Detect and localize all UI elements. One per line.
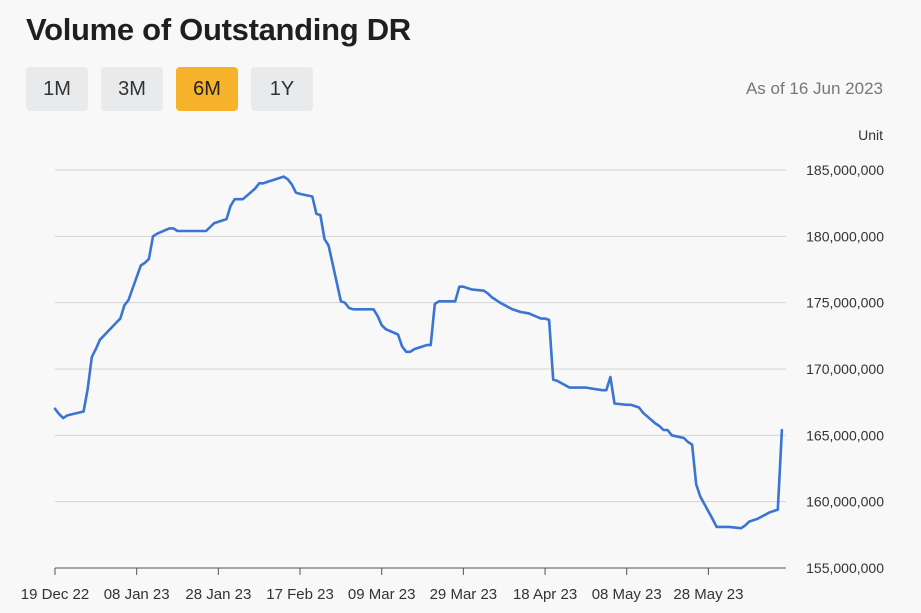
- y-tick-label: 155,000,000: [806, 560, 884, 576]
- y-tick-label: 180,000,000: [806, 228, 884, 244]
- data-point[interactable]: [117, 316, 123, 322]
- y-axis-unit-label: Unit: [858, 127, 883, 143]
- series-line: [53, 175, 784, 530]
- data-point[interactable]: [775, 507, 781, 513]
- x-tick-label: 28 May 23: [673, 586, 743, 603]
- data-point[interactable]: [612, 401, 618, 407]
- range-button-1m[interactable]: 1M: [26, 67, 88, 111]
- data-point[interactable]: [297, 191, 303, 197]
- data-point[interactable]: [268, 178, 274, 184]
- x-tick-label: 28 Jan 23: [185, 586, 251, 603]
- data-point[interactable]: [640, 410, 646, 416]
- data-point[interactable]: [183, 228, 189, 234]
- data-point[interactable]: [726, 524, 732, 530]
- data-point[interactable]: [693, 481, 699, 487]
- data-point[interactable]: [440, 298, 446, 304]
- data-point[interactable]: [52, 406, 58, 412]
- data-point[interactable]: [583, 385, 589, 391]
- x-tick-label: 08 May 23: [592, 586, 662, 603]
- data-point[interactable]: [228, 203, 234, 209]
- data-point[interactable]: [126, 297, 132, 303]
- data-point[interactable]: [97, 337, 103, 343]
- data-point[interactable]: [252, 186, 258, 192]
- data-point[interactable]: [289, 182, 295, 188]
- data-point[interactable]: [603, 387, 609, 393]
- data-point[interactable]: [342, 300, 348, 306]
- time-range-selector: 1M 3M 6M 1Y: [26, 67, 313, 111]
- data-point[interactable]: [554, 378, 560, 384]
- x-tick-label: 18 Apr 23: [513, 586, 577, 603]
- data-point[interactable]: [85, 386, 91, 392]
- data-point[interactable]: [665, 427, 671, 433]
- data-point[interactable]: [697, 493, 703, 499]
- x-tick-label: 29 Mar 23: [430, 586, 498, 603]
- data-point[interactable]: [317, 212, 323, 218]
- data-point[interactable]: [309, 194, 315, 200]
- y-tick-label: 165,000,000: [806, 427, 884, 443]
- data-point[interactable]: [428, 342, 434, 348]
- data-point[interactable]: [224, 216, 230, 222]
- data-point[interactable]: [452, 298, 458, 304]
- y-tick-label: 170,000,000: [806, 361, 884, 377]
- data-point[interactable]: [350, 306, 356, 312]
- chart-title: Volume of Outstanding DR: [26, 12, 411, 47]
- data-point[interactable]: [93, 346, 99, 352]
- data-point[interactable]: [326, 243, 332, 249]
- data-point[interactable]: [526, 310, 532, 316]
- y-tick-label: 185,000,000: [806, 162, 884, 178]
- data-point[interactable]: [371, 306, 377, 312]
- range-button-1y[interactable]: 1Y: [251, 67, 313, 111]
- data-point[interactable]: [322, 236, 328, 242]
- data-point[interactable]: [146, 256, 152, 262]
- as-of-date: As of 16 Jun 2023: [745, 79, 883, 98]
- data-point[interactable]: [779, 427, 785, 433]
- data-point[interactable]: [81, 409, 87, 415]
- data-point[interactable]: [240, 196, 246, 202]
- data-point[interactable]: [211, 220, 217, 226]
- x-axis: 19 Dec 22 08 Jan 23 28 Jan 23 17 Feb 23 09 M…: [21, 568, 743, 603]
- data-point[interactable]: [669, 432, 675, 438]
- x-tick-label: 17 Feb 23: [266, 586, 334, 603]
- data-point[interactable]: [383, 326, 389, 332]
- data-point[interactable]: [285, 176, 291, 182]
- data-point[interactable]: [411, 346, 417, 352]
- data-point[interactable]: [710, 516, 716, 522]
- data-point[interactable]: [546, 317, 552, 323]
- data-point[interactable]: [469, 286, 475, 292]
- data-point[interactable]: [64, 412, 70, 418]
- x-tick-label: 19 Dec 22: [21, 586, 89, 603]
- range-button-6m[interactable]: 6M: [176, 67, 238, 111]
- data-point[interactable]: [607, 374, 613, 380]
- y-tick-label: 175,000,000: [806, 295, 884, 311]
- data-point[interactable]: [375, 313, 381, 319]
- data-point[interactable]: [489, 294, 495, 300]
- grid-lines: [55, 169, 786, 569]
- series-layer: [52, 175, 785, 530]
- data-point[interactable]: [689, 442, 695, 448]
- x-tick-label: 09 Mar 23: [348, 586, 416, 603]
- data-point[interactable]: [636, 405, 642, 411]
- data-point[interactable]: [89, 354, 95, 360]
- data-point[interactable]: [154, 231, 160, 237]
- data-point[interactable]: [399, 343, 405, 349]
- data-point[interactable]: [497, 300, 503, 306]
- data-point[interactable]: [754, 516, 760, 522]
- data-point[interactable]: [395, 332, 401, 338]
- y-tick-label: 160,000,000: [806, 494, 884, 510]
- data-point[interactable]: [518, 309, 524, 315]
- data-point[interactable]: [121, 302, 127, 308]
- y-axis-labels: 185,000,000 180,000,000 175,000,000 170,000…: [806, 162, 884, 576]
- x-tick-label: 08 Jan 23: [104, 586, 170, 603]
- range-button-3m[interactable]: 3M: [101, 67, 163, 111]
